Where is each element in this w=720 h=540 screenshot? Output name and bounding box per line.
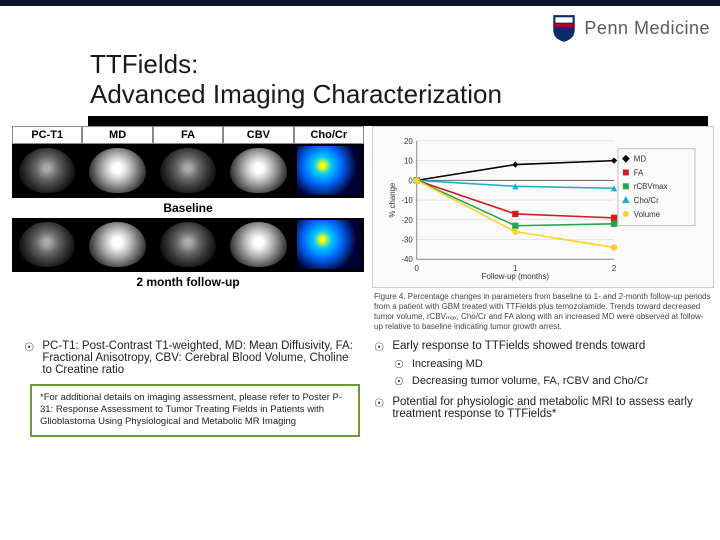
footnote-text: *For additional details on imaging asses… — [40, 392, 342, 428]
brain-scan-icon — [160, 222, 216, 267]
svg-text:Cho/Cr: Cho/Cr — [634, 196, 659, 205]
brain-scan-icon — [19, 148, 75, 193]
svg-text:0: 0 — [408, 176, 413, 185]
svg-text:% change: % change — [388, 182, 397, 218]
scan-column-headers: PC-T1 MD FA CBV Cho/Cr — [12, 126, 364, 144]
bullet-text: Increasing MD — [412, 358, 483, 371]
logo-area: Penn Medicine — [0, 6, 720, 50]
brain-scan-icon — [89, 148, 145, 193]
col-header: FA — [153, 126, 223, 144]
bullet-icon: ☉ — [394, 358, 404, 371]
svg-text:10: 10 — [404, 156, 413, 165]
svg-text:0: 0 — [415, 264, 420, 273]
brain-scan-icon — [297, 146, 360, 195]
scan-panel: PC-T1 MD FA CBV Cho/Cr Baseline 2 month … — [12, 126, 364, 332]
bullet-text: Decreasing tumor volume, FA, rCBV and Ch… — [412, 375, 649, 388]
svg-text:rCBVmax: rCBVmax — [634, 182, 668, 191]
brain-scan-icon — [89, 222, 145, 267]
logo-text: Penn Medicine — [584, 18, 710, 39]
col-header: Cho/Cr — [294, 126, 364, 144]
bullet-icon: ☉ — [394, 375, 404, 388]
percent-change-chart: -40-30-20-1001020012Follow-up (months)% … — [372, 126, 714, 288]
bullet-text: PC-T1: Post-Contrast T1-weighted, MD: Me… — [42, 340, 360, 376]
bullet-col-left: ☉ PC-T1: Post-Contrast T1-weighted, MD: … — [20, 340, 370, 437]
svg-text:MD: MD — [634, 154, 647, 163]
bullet-item: ☉ Potential for physiologic and metaboli… — [370, 396, 700, 420]
svg-text:FA: FA — [634, 168, 644, 177]
brain-scan-icon — [230, 148, 286, 193]
bullet-col-right: ☉ Early response to TTFields showed tren… — [370, 340, 710, 437]
bullet-text: Early response to TTFields showed trends… — [392, 340, 645, 354]
bullet-columns: ☉ PC-T1: Post-Contrast T1-weighted, MD: … — [0, 332, 720, 437]
bullet-text: Potential for physiologic and metabolic … — [392, 396, 700, 420]
bullet-item: ☉ PC-T1: Post-Contrast T1-weighted, MD: … — [20, 340, 360, 376]
chart-caption: Figure 4. Percentage changes in paramete… — [372, 288, 714, 332]
svg-text:-10: -10 — [401, 196, 413, 205]
chart-panel: -40-30-20-1001020012Follow-up (months)% … — [364, 126, 714, 332]
col-header: PC-T1 — [12, 126, 82, 144]
svg-text:2: 2 — [612, 264, 616, 273]
bullet-subitem: ☉ Increasing MD — [370, 358, 700, 371]
brain-scan-icon — [230, 222, 286, 267]
svg-text:-40: -40 — [401, 255, 413, 264]
bullet-subitem: ☉ Decreasing tumor volume, FA, rCBV and … — [370, 375, 700, 388]
col-header: CBV — [223, 126, 293, 144]
title-underline — [88, 116, 708, 126]
col-header: MD — [82, 126, 152, 144]
svg-text:-20: -20 — [401, 216, 413, 225]
brain-scan-icon — [297, 220, 360, 269]
bullet-icon: ☉ — [24, 340, 34, 376]
brain-scan-icon — [19, 222, 75, 267]
svg-text:-30: -30 — [401, 235, 413, 244]
title-line-1: TTFields: — [90, 50, 720, 80]
svg-text:Follow-up (months): Follow-up (months) — [482, 272, 550, 281]
bullet-item: ☉ Early response to TTFields showed tren… — [370, 340, 700, 354]
page-title: TTFields: Advanced Imaging Characterizat… — [0, 50, 720, 116]
title-line-2: Advanced Imaging Characterization — [90, 80, 720, 110]
penn-shield-icon — [550, 13, 578, 43]
svg-text:Volume: Volume — [634, 210, 661, 219]
row-label-followup: 2 month follow-up — [12, 272, 364, 292]
svg-text:20: 20 — [404, 137, 413, 146]
bullet-icon: ☉ — [374, 340, 384, 354]
scan-row-followup — [12, 218, 364, 272]
bullet-icon: ☉ — [374, 396, 384, 420]
scan-row-baseline — [12, 144, 364, 198]
footnote-box: *For additional details on imaging asses… — [30, 384, 360, 437]
brain-scan-icon — [160, 148, 216, 193]
row-label-baseline: Baseline — [12, 198, 364, 218]
